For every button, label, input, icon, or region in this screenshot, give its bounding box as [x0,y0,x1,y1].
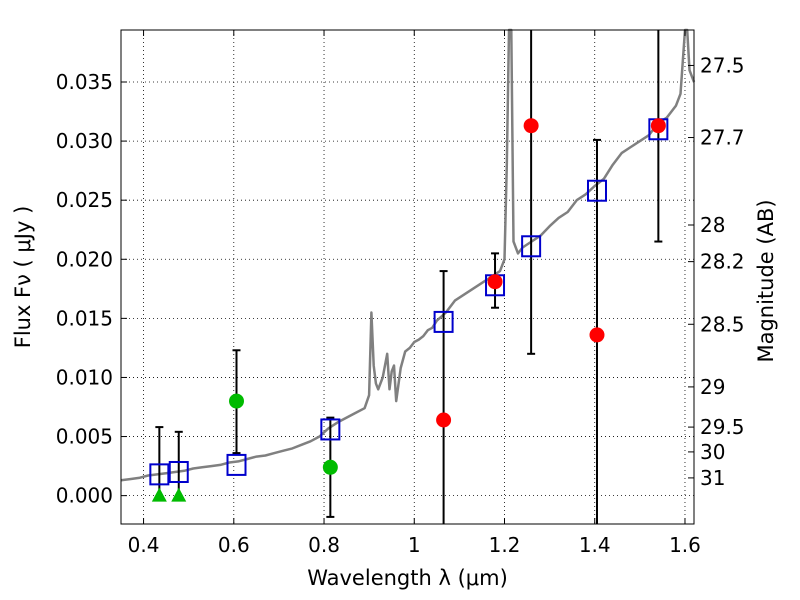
y-tick-label: 0.035 [56,70,113,94]
y-tick-label: 0.005 [56,425,113,449]
plot-frame [120,29,695,525]
x-tick-label: 1.6 [669,533,701,557]
right-tick-label: 29.5 [700,415,745,439]
model-photometry-square [320,418,341,441]
data-point-circle [487,274,503,290]
data-point-circle [589,327,605,343]
right-tick-label: 28.2 [700,250,745,274]
right-tick-label: 28.5 [700,312,745,336]
y-tick-label: 0.000 [56,484,113,508]
x-tick-label: 1.2 [489,533,521,557]
x-tick-label: 1.4 [579,533,611,557]
upper-limit-triangle [151,487,167,502]
right-tick-label: 27.7 [700,126,745,150]
right-tick-label: 30 [700,440,725,464]
y-tick-label: 0.030 [56,129,113,153]
right-axis-label: Magnitude (AB) [754,199,778,362]
data-point-circle [436,412,452,428]
y-axis-label: Flux Fν ( μJy ) [11,206,35,349]
data-point-circle [650,118,666,134]
model-photometry-square [521,235,542,258]
markers [149,118,669,502]
right-tick-label: 27.5 [700,53,745,77]
data-point-circle [229,393,245,409]
model-sed-layer [120,28,696,482]
model-photometry-square [586,179,607,202]
x-tick-label: 0.6 [218,533,250,557]
x-axis-label: Wavelength λ (μm) [307,566,508,590]
model-photometry-square [149,463,170,486]
error-bars [155,30,663,524]
upper-limit-triangle [171,487,187,502]
x-tick-label: 0.8 [308,533,340,557]
right-tick-label: 29 [700,375,725,399]
data-point-circle [523,118,539,134]
model-sed-line [120,28,696,482]
model-photometry-square [226,453,247,476]
x-tick-label: 0.4 [128,533,160,557]
right-tick-label: 31 [700,466,725,490]
model-photometry-square [433,310,454,333]
y-tick-label: 0.010 [56,365,113,389]
model-photometry-square [168,461,189,483]
x-tick-label: 1 [408,533,421,557]
data-point-circle [322,459,338,475]
right-tick-label: 28 [700,213,725,237]
grid [121,30,694,524]
ticks: 0.4 0.6 0.8 1 1.2 1.4 1.6 0.000 0.005 0.010 0.015 0… [56,30,745,557]
y-tick-label: 0.020 [56,247,113,271]
y-tick-label: 0.025 [56,188,113,212]
y-tick-label: 0.015 [56,306,113,330]
